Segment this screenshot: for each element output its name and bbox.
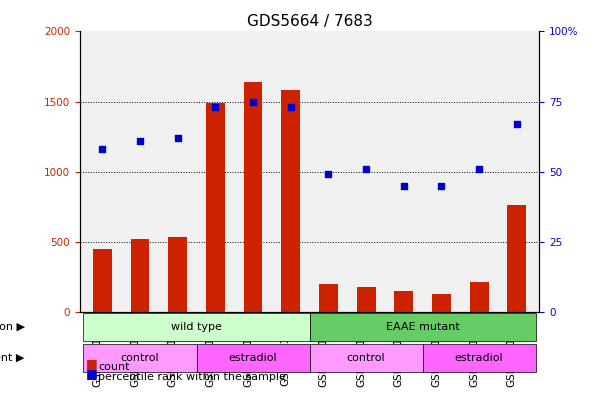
Bar [168,237,187,312]
Text: ■: ■ [86,367,97,380]
Point [436,182,446,189]
Point [361,165,371,172]
Text: EAAE mutant: EAAE mutant [386,322,460,332]
Text: estradiol: estradiol [455,353,503,363]
Bar [206,103,225,312]
Title: GDS5664 / 7683: GDS5664 / 7683 [246,14,373,29]
Bar [357,287,376,312]
Bar [470,282,489,312]
Bar [93,249,112,312]
Bar [243,82,262,312]
FancyBboxPatch shape [422,344,536,372]
Bar [319,285,338,312]
Point [474,165,484,172]
Bar [394,291,413,312]
Point [248,98,258,105]
Text: percentile rank within the sample: percentile rank within the sample [98,372,286,382]
FancyBboxPatch shape [83,313,310,341]
Point [97,146,107,152]
Point [399,182,409,189]
Text: control: control [121,353,159,363]
Point [286,104,295,110]
Point [210,104,220,110]
Text: count: count [98,362,129,373]
Bar [131,239,150,312]
Point [173,135,183,141]
FancyBboxPatch shape [310,313,536,341]
Point [135,138,145,144]
Text: wild type: wild type [171,322,222,332]
Text: ■: ■ [86,358,97,371]
Bar [281,90,300,312]
Point [324,171,333,178]
Text: agent ▶: agent ▶ [0,353,25,363]
Text: genotype/variation ▶: genotype/variation ▶ [0,322,25,332]
Text: estradiol: estradiol [229,353,277,363]
Point [512,121,522,127]
FancyBboxPatch shape [197,344,310,372]
Bar [508,205,526,312]
FancyBboxPatch shape [310,344,422,372]
FancyBboxPatch shape [83,344,197,372]
Bar [432,294,451,312]
Text: control: control [347,353,386,363]
